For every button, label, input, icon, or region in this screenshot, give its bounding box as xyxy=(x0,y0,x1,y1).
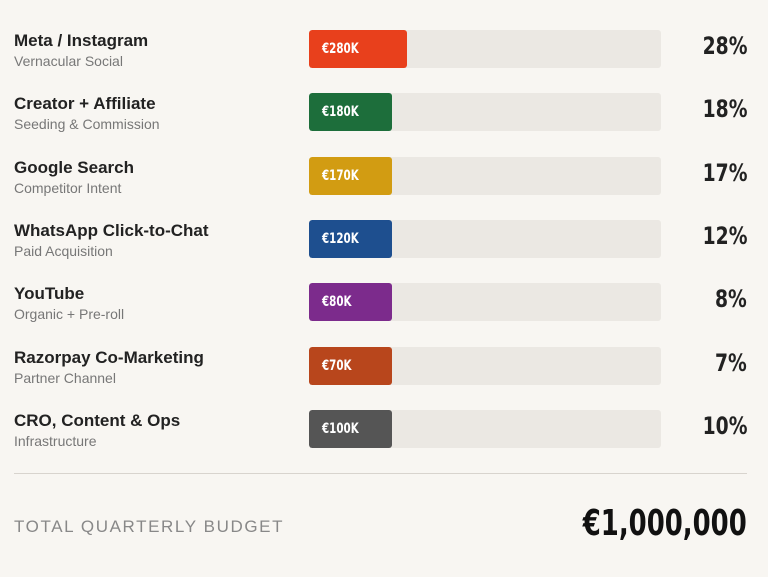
bar-fill: €70K xyxy=(309,346,392,385)
total-divider xyxy=(14,473,747,474)
bar-row-youtube: YouTube Organic + Pre-roll €80K 8% xyxy=(0,283,768,348)
category-title: Creator + Affiliate xyxy=(14,94,156,114)
category-subtitle: Vernacular Social xyxy=(14,53,123,69)
bar-track: €120K xyxy=(309,219,661,258)
bar-row-whatsapp-click-to-chat: WhatsApp Click-to-Chat Paid Acquisition €1… xyxy=(0,219,768,285)
category-subtitle: Organic + Pre-roll xyxy=(14,306,125,323)
bar-track: €70K xyxy=(309,346,661,385)
total-value: €1,000,000 xyxy=(583,503,747,544)
category-subtitle: Paid Acquisition xyxy=(14,242,113,259)
category-title: Meta / Instagram xyxy=(14,31,149,50)
percent-label: 12% xyxy=(702,221,747,250)
bar-value-label: €70K xyxy=(322,357,352,374)
category-title: Razorpay Co-Marketing xyxy=(14,347,204,367)
percent-label: 18% xyxy=(702,95,747,124)
bar-fill: €280K xyxy=(309,30,407,68)
category-subtitle: Infrastructure xyxy=(14,432,97,449)
bar-value-label: €280K xyxy=(322,41,359,57)
bar-fill: €100K xyxy=(309,409,392,448)
bar-fill: €170K xyxy=(309,156,392,195)
category-title: WhatsApp Click-to-Chat xyxy=(14,220,209,240)
category-subtitle: Competitor Intent xyxy=(14,179,122,196)
bar-value-label: €80K xyxy=(322,294,352,311)
bar-value-label: €170K xyxy=(322,167,359,184)
bar-row-cro-content-ops: CRO, Content & Ops Infrastructure €100K 10% xyxy=(0,409,768,475)
category-title: Google Search xyxy=(14,157,134,177)
bar-row-creator-affiliate: Creator + Affiliate Seeding & Commission €… xyxy=(0,93,768,158)
bar-row-meta-instagram: Meta / Instagram Vernacular Social €280K 28… xyxy=(0,30,768,95)
bar-fill: €80K xyxy=(309,283,392,322)
total-label: TOTAL QUARTERLY BUDGET xyxy=(14,517,285,536)
percent-label: 28% xyxy=(702,32,747,60)
bar-fill: €120K xyxy=(309,219,392,258)
category-title: CRO, Content & Ops xyxy=(14,410,181,430)
bar-row-google-search: Google Search Competitor Intent €170K 17% xyxy=(0,156,768,222)
category-subtitle: Partner Channel xyxy=(14,369,116,386)
percent-label: 17% xyxy=(702,158,747,187)
percent-label: 10% xyxy=(702,411,747,440)
bar-row-razorpay-co-marketing: Razorpay Co-Marketing Partner Channel €70K… xyxy=(0,346,768,412)
bar-track: €80K xyxy=(309,283,661,322)
bar-track: €280K xyxy=(309,30,661,68)
bar-track: €170K xyxy=(309,156,661,195)
bar-track: €100K xyxy=(309,409,661,448)
bar-value-label: €100K xyxy=(322,420,359,437)
bar-value-label: €180K xyxy=(322,104,359,121)
percent-label: 7% xyxy=(715,348,747,377)
category-subtitle: Seeding & Commission xyxy=(14,116,160,133)
bar-fill: €180K xyxy=(309,93,392,132)
category-title: YouTube xyxy=(14,284,85,304)
percent-label: 8% xyxy=(715,285,747,314)
bar-track: €180K xyxy=(309,93,661,132)
bar-value-label: €120K xyxy=(322,230,359,247)
